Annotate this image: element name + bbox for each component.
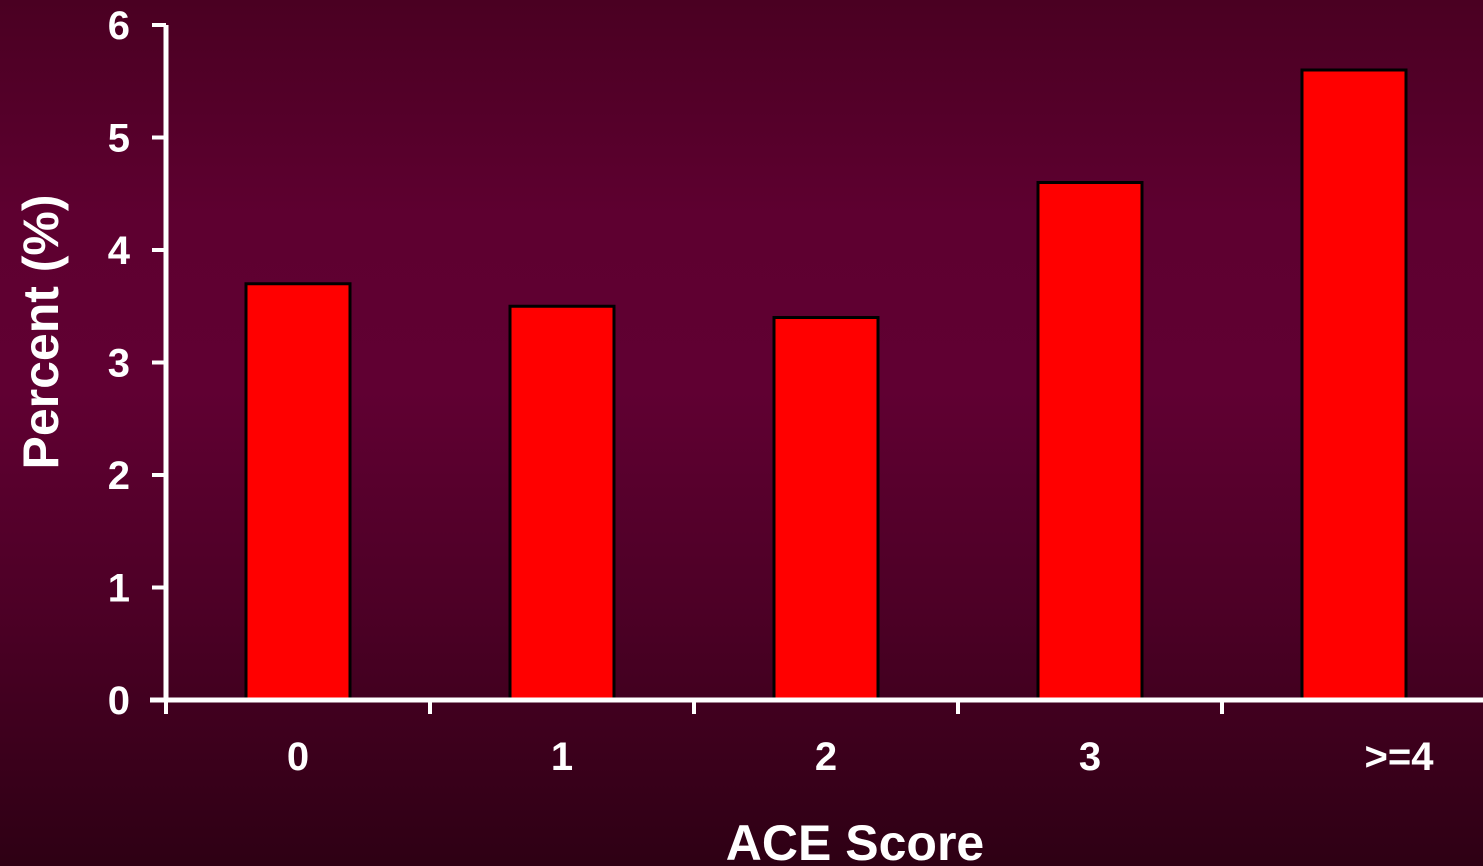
y-tick-label: 2: [108, 454, 130, 498]
bar-0: [244, 282, 352, 702]
bar-2: [772, 316, 880, 702]
y-axis-ticks: [152, 23, 166, 702]
y-tick-label: 5: [108, 117, 130, 161]
x-tick-label: 1: [551, 735, 573, 779]
x-tick-label: 0: [287, 735, 309, 779]
bar-3: [1036, 181, 1144, 702]
x-tick-label: 2: [815, 735, 837, 779]
bars: [244, 68, 1408, 702]
x-axis-title: ACE Score: [726, 815, 984, 866]
y-tick-label: 0: [108, 679, 130, 723]
bar-1: [508, 304, 616, 702]
y-axis-tick-labels: 0 1 2 3 4 5 6: [108, 4, 131, 723]
y-tick-label: 4: [108, 229, 131, 273]
y-tick-label: 3: [108, 342, 130, 386]
x-tick-label: >=4: [1365, 735, 1435, 779]
y-axis-title: Percent (%): [13, 194, 69, 469]
y-tick-label: 1: [108, 567, 130, 611]
x-tick-label: 3: [1079, 735, 1101, 779]
y-tick-label: 6: [108, 4, 130, 48]
bar-4: [1300, 68, 1408, 702]
x-axis-tick-labels: 0 1 2 3 >=4: [287, 735, 1434, 779]
